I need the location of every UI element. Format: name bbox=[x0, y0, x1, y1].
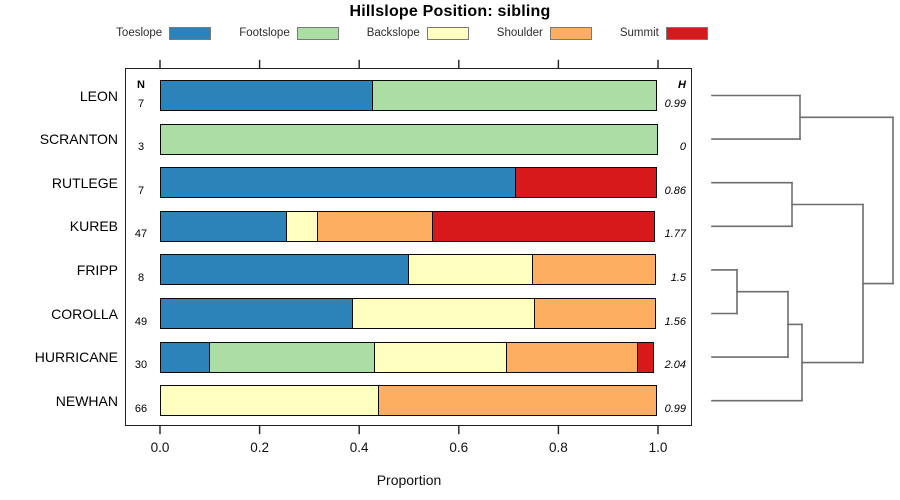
bar-segment-toeslope bbox=[160, 298, 354, 329]
x-tick-label: 0.6 bbox=[449, 440, 469, 455]
series-label: FRIPP bbox=[76, 261, 118, 278]
bar-segment-backslope bbox=[352, 298, 536, 329]
stacked-bar bbox=[160, 123, 658, 155]
legend-label: Toeslope bbox=[116, 27, 163, 39]
bar-segment-toeslope bbox=[160, 210, 288, 242]
legend-swatch-shoulder bbox=[549, 26, 592, 40]
series-label: NEWHAN bbox=[55, 392, 118, 409]
stacked-bar bbox=[160, 385, 658, 417]
x-tick-label: 0.0 bbox=[150, 440, 170, 455]
stacked-bar bbox=[160, 167, 658, 199]
stacked-bar bbox=[160, 341, 658, 373]
legend-swatch-backslope bbox=[426, 26, 469, 40]
x-tick-label: 1.0 bbox=[648, 440, 668, 455]
n-column-header: N bbox=[137, 79, 145, 91]
n-value: 30 bbox=[134, 359, 148, 372]
legend-swatch-summit bbox=[665, 26, 708, 40]
bar-segment-footslope bbox=[372, 80, 657, 111]
legend-label: Summit bbox=[619, 27, 659, 39]
bar-segment-toeslope bbox=[160, 341, 210, 373]
h-value: 1.5 bbox=[670, 271, 686, 284]
legend: Toeslope Footslope Backslope Shoulder Summit bbox=[0, 24, 824, 42]
bar-segment-shoulder bbox=[531, 254, 656, 286]
bar-segment-summit bbox=[514, 167, 657, 199]
n-value: 66 bbox=[134, 402, 148, 415]
bar-segment-toeslope bbox=[160, 80, 374, 111]
h-column-header: H bbox=[678, 79, 686, 91]
bar-segment-toeslope bbox=[160, 254, 409, 286]
x-axis-label: Proportion bbox=[376, 472, 442, 488]
h-value: 0.99 bbox=[664, 402, 686, 415]
legend-swatch-toeslope bbox=[169, 26, 212, 40]
stacked-bar bbox=[160, 298, 658, 329]
bar-segment-shoulder bbox=[505, 341, 639, 373]
series-label: COROLLA bbox=[51, 305, 118, 322]
legend-swatch-footslope bbox=[296, 26, 339, 40]
legend-item: Shoulder bbox=[496, 26, 592, 40]
h-value: 1.56 bbox=[664, 315, 686, 328]
bar-segment-backslope bbox=[373, 341, 507, 373]
bar-segment-backslope bbox=[286, 210, 318, 242]
bar-segment-shoulder bbox=[316, 210, 434, 242]
stacked-bar bbox=[160, 80, 658, 111]
x-tick-label: 0.2 bbox=[250, 440, 269, 455]
n-value: 7 bbox=[137, 184, 145, 197]
legend-item: Backslope bbox=[366, 26, 469, 40]
bar-segment-backslope bbox=[160, 385, 379, 417]
legend-item: Footslope bbox=[239, 26, 339, 40]
series-label: RUTLEGE bbox=[51, 174, 118, 191]
series-label: SCRANTON bbox=[39, 131, 118, 148]
bar-segment-summit bbox=[432, 210, 655, 242]
chart-title: Hillslope Position: sibling bbox=[349, 3, 551, 20]
stacked-bar bbox=[160, 210, 658, 242]
x-tick-label: 0.4 bbox=[349, 440, 369, 455]
series-label: LEON bbox=[79, 87, 118, 104]
bar-segment-shoulder bbox=[534, 298, 656, 329]
legend-label: Backslope bbox=[366, 27, 420, 39]
bar-segment-shoulder bbox=[377, 385, 657, 417]
n-value: 7 bbox=[137, 97, 145, 110]
plot-panel bbox=[125, 68, 692, 426]
legend-label: Footslope bbox=[239, 27, 290, 39]
n-value: 47 bbox=[134, 228, 148, 241]
bar-segment-backslope bbox=[408, 254, 533, 286]
legend-item: Summit bbox=[619, 26, 708, 40]
h-value: 1.77 bbox=[664, 228, 686, 241]
n-value: 49 bbox=[134, 315, 148, 328]
stacked-bar bbox=[160, 254, 658, 286]
h-value: 2.04 bbox=[664, 359, 686, 372]
legend-item: Toeslope bbox=[116, 26, 212, 40]
h-value: 0 bbox=[679, 141, 686, 154]
h-value: 0.99 bbox=[664, 97, 686, 110]
series-label: HURRICANE bbox=[34, 349, 118, 366]
n-value: 8 bbox=[137, 271, 145, 284]
bar-segment-footslope bbox=[208, 341, 375, 373]
h-value: 0.86 bbox=[664, 184, 686, 197]
bar-segment-toeslope bbox=[160, 167, 516, 199]
x-tick-label: 0.8 bbox=[549, 440, 568, 455]
bar-segment-summit bbox=[637, 341, 654, 373]
bar-segment-footslope bbox=[160, 123, 658, 155]
legend-label: Shoulder bbox=[496, 27, 543, 39]
n-value: 3 bbox=[137, 141, 145, 154]
series-label: KUREB bbox=[69, 218, 118, 235]
